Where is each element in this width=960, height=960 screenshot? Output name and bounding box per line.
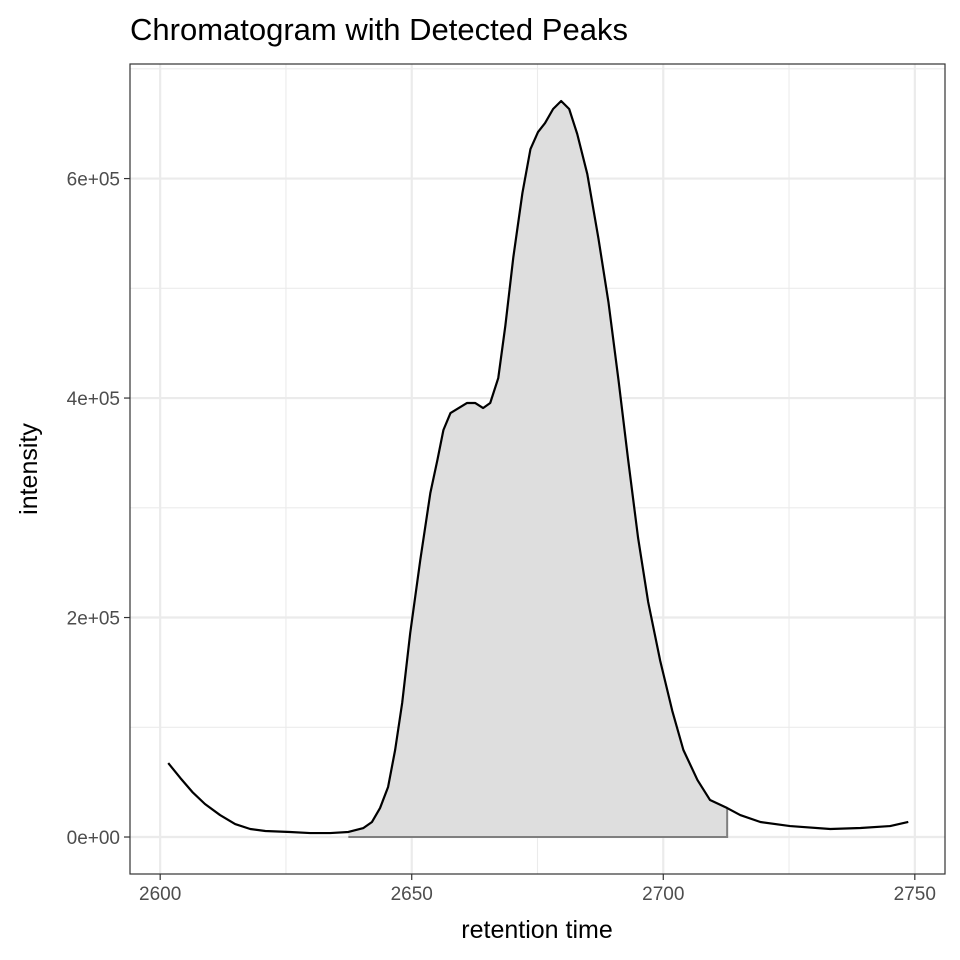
y-tick-label: 6e+05 <box>67 170 120 191</box>
x-tick-label: 2700 <box>642 884 684 905</box>
y-tick-label: 2e+05 <box>67 609 120 630</box>
y-axis: 0e+00 2e+05 4e+05 6e+05 <box>67 170 130 849</box>
x-axis-label: retention time <box>461 916 612 944</box>
y-tick-label: 0e+00 <box>67 828 120 849</box>
x-tick-label: 2650 <box>391 884 433 905</box>
x-axis: 2600 2650 2700 2750 <box>139 874 936 905</box>
y-tick-label: 4e+05 <box>67 389 120 410</box>
detected-peaks <box>348 100 729 839</box>
chromatogram-line <box>167 99 909 835</box>
peak-outline <box>348 808 729 839</box>
panel-border <box>129 63 946 875</box>
peak-area <box>348 100 728 838</box>
x-tick-label: 2600 <box>139 884 181 905</box>
y-axis-label: intensity <box>15 423 43 515</box>
x-tick-label: 2750 <box>894 884 936 905</box>
chart-title: Chromatogram with Detected Peaks <box>130 12 628 47</box>
